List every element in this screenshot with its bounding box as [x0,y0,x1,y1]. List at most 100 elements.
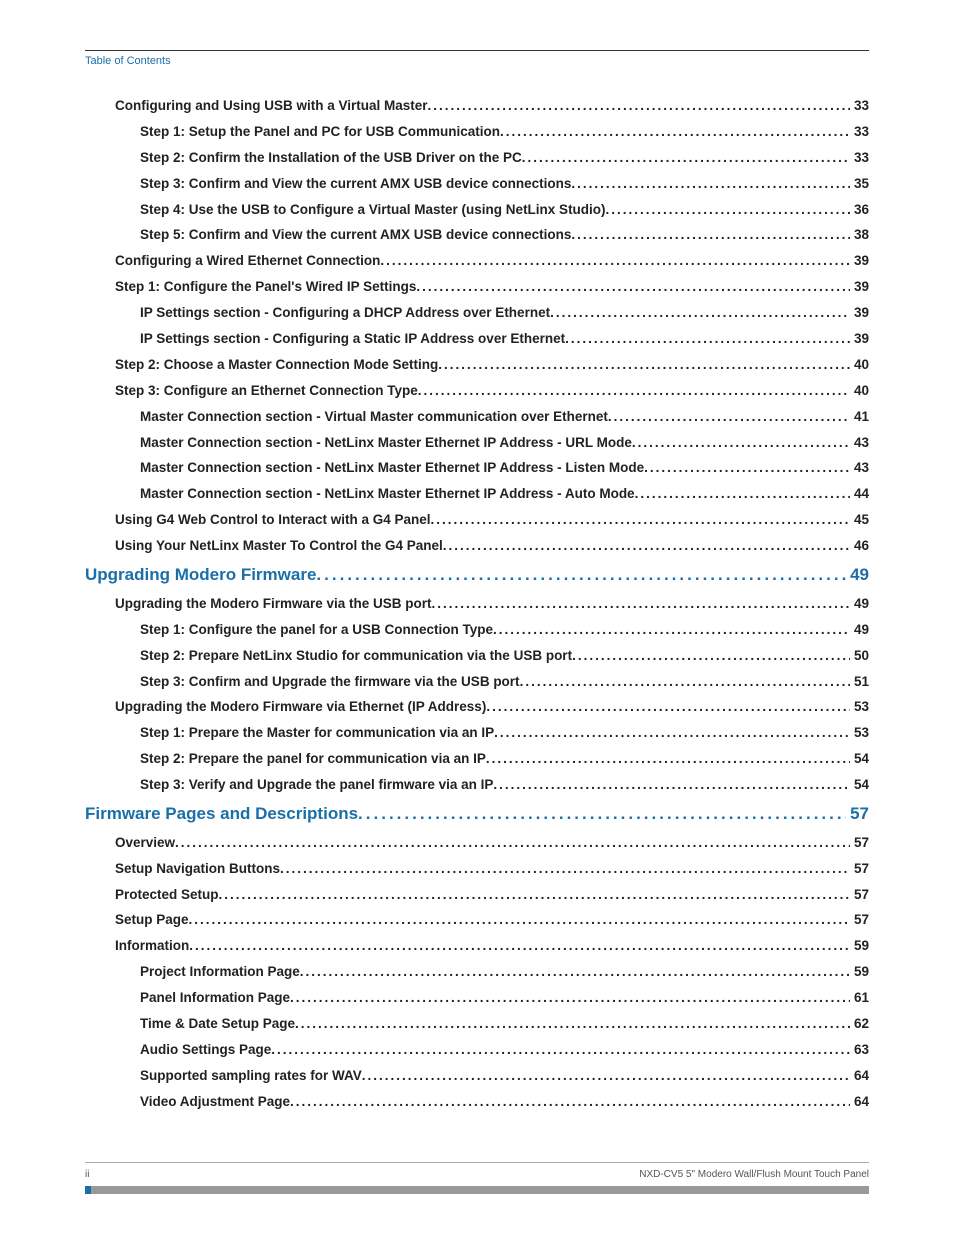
toc-entry-page: 39 [850,278,869,297]
toc-entry[interactable]: Setup Page 57 [85,911,869,930]
toc-entry[interactable]: Step 3: Verify and Upgrade the panel fir… [85,776,869,795]
toc-leader-dots [175,834,850,853]
toc-leader-dots [550,304,850,323]
toc-entry[interactable]: Panel Information Page 61 [85,989,869,1008]
toc-entry[interactable]: Step 1: Configure the Panel's Wired IP S… [85,278,869,297]
toc-entry-label: Upgrading the Modero Firmware via the US… [115,595,432,614]
toc-entry[interactable]: Step 5: Confirm and View the current AMX… [85,226,869,245]
toc-entry[interactable]: IP Settings section - Configuring a Stat… [85,330,869,349]
toc-entry[interactable]: Configuring a Wired Ethernet Connection … [85,252,869,271]
toc-entry-page: 46 [850,537,869,556]
toc-leader-dots [280,860,850,879]
toc-entry-page: 64 [850,1067,869,1086]
toc-entry[interactable]: Overview 57 [85,834,869,853]
toc-leader-dots [290,989,850,1008]
toc-entry-label: Panel Information Page [140,989,290,1008]
toc-entry[interactable]: Video Adjustment Page 64 [85,1093,869,1112]
toc-entry-label: Step 2: Prepare NetLinx Studio for commu… [140,647,572,666]
toc-leader-dots [500,123,850,142]
toc-entry-label: IP Settings section - Configuring a Stat… [140,330,565,349]
toc-leader-dots [358,802,846,826]
toc-leader-dots [443,537,850,556]
toc-entry[interactable]: Step 2: Prepare the panel for communicat… [85,750,869,769]
toc-entry-label: Step 3: Configure an Ethernet Connection… [115,382,418,401]
toc-entry-page: 35 [850,175,869,194]
toc-leader-dots [632,434,850,453]
toc-leader-dots [189,937,850,956]
toc-entry-page: 43 [850,459,869,478]
toc-entry[interactable]: Information 59 [85,937,869,956]
toc-entry-page: 49 [850,621,869,640]
toc-entry-page: 57 [850,886,869,905]
toc-entry[interactable]: Using Your NetLinx Master To Control the… [85,537,869,556]
toc-entry[interactable]: Step 3: Confirm and View the current AMX… [85,175,869,194]
toc-leader-dots [438,356,850,375]
toc-entry[interactable]: Firmware Pages and Descriptions 57 [85,802,869,826]
toc-entry-page: 54 [850,776,869,795]
toc-entry-label: Upgrading the Modero Firmware via Ethern… [115,698,486,717]
toc-entry[interactable]: Using G4 Web Control to Interact with a … [85,511,869,530]
toc-entry[interactable]: Upgrading the Modero Firmware via Ethern… [85,698,869,717]
footer-product-name: NXD-CV5 5" Modero Wall/Flush Mount Touch… [639,1169,869,1180]
toc-entry-page: 57 [850,911,869,930]
toc-entry[interactable]: Upgrading the Modero Firmware via the US… [85,595,869,614]
toc-entry[interactable]: Configuring and Using USB with a Virtual… [85,97,869,116]
toc-entry[interactable]: Master Connection section - NetLinx Mast… [85,434,869,453]
toc-entry[interactable]: Step 2: Confirm the Installation of the … [85,149,869,168]
toc-entry[interactable]: Step 3: Confirm and Upgrade the firmware… [85,673,869,692]
toc-leader-dots [493,621,850,640]
toc-entry-page: 51 [850,673,869,692]
toc-entry[interactable]: Master Connection section - Virtual Mast… [85,408,869,427]
toc-entry-page: 57 [850,860,869,879]
toc-entry[interactable]: Step 1: Prepare the Master for communica… [85,724,869,743]
toc-entry-label: Step 2: Confirm the Installation of the … [140,149,522,168]
toc-leader-dots [486,750,850,769]
toc-leader-dots [486,698,850,717]
header-rule [85,50,869,51]
toc-entry[interactable]: Upgrading Modero Firmware 49 [85,563,869,587]
toc-leader-dots [290,1093,850,1112]
page-container: Table of Contents Configuring and Using … [0,0,954,1234]
toc-entry[interactable]: Master Connection section - NetLinx Mast… [85,459,869,478]
toc-entry[interactable]: Time & Date Setup Page 62 [85,1015,869,1034]
toc-leader-dots [571,226,850,245]
toc-entry[interactable]: Supported sampling rates for WAV 64 [85,1067,869,1086]
toc-entry-label: Audio Settings Page [140,1041,271,1060]
toc-entry-label: Configuring a Wired Ethernet Connection [115,252,380,271]
toc-leader-dots [644,459,850,478]
toc-leader-dots [432,595,850,614]
toc-entry-label: Upgrading Modero Firmware [85,563,316,587]
toc-entry[interactable]: Step 2: Choose a Master Connection Mode … [85,356,869,375]
toc-entry[interactable]: Step 2: Prepare NetLinx Studio for commu… [85,647,869,666]
toc-entry[interactable]: Master Connection section - NetLinx Mast… [85,485,869,504]
toc-leader-dots [416,278,850,297]
toc-entry[interactable]: Step 1: Setup the Panel and PC for USB C… [85,123,869,142]
toc-entry[interactable]: Protected Setup 57 [85,886,869,905]
toc-entry-page: 39 [850,330,869,349]
header-title: Table of Contents [85,55,869,67]
toc-entry-page: 57 [846,802,869,826]
toc-leader-dots [494,724,850,743]
toc-entry-label: Overview [115,834,175,853]
toc-entry-label: Step 1: Configure the panel for a USB Co… [140,621,493,640]
toc-entry-label: Master Connection section - NetLinx Mast… [140,485,635,504]
toc-entry[interactable]: Step 4: Use the USB to Configure a Virtu… [85,201,869,220]
toc-entry[interactable]: Project Information Page 59 [85,963,869,982]
toc-entry-label: Firmware Pages and Descriptions [85,802,358,826]
toc-leader-dots [608,408,850,427]
toc-entry-label: Information [115,937,189,956]
toc-entry-label: Step 1: Setup the Panel and PC for USB C… [140,123,500,142]
toc-entry[interactable]: Step 1: Configure the panel for a USB Co… [85,621,869,640]
toc-entry-page: 45 [850,511,869,530]
toc-entry-label: Step 2: Choose a Master Connection Mode … [115,356,438,375]
toc-leader-dots [635,485,850,504]
toc-entry-page: 39 [850,252,869,271]
toc-entry[interactable]: Step 3: Configure an Ethernet Connection… [85,382,869,401]
toc-leader-dots [565,330,850,349]
toc-leader-dots [522,149,850,168]
toc-entry-label: Step 1: Prepare the Master for communica… [140,724,494,743]
toc-leader-dots [380,252,850,271]
toc-entry[interactable]: Setup Navigation Buttons 57 [85,860,869,879]
toc-entry[interactable]: Audio Settings Page 63 [85,1041,869,1060]
toc-entry[interactable]: IP Settings section - Configuring a DHCP… [85,304,869,323]
